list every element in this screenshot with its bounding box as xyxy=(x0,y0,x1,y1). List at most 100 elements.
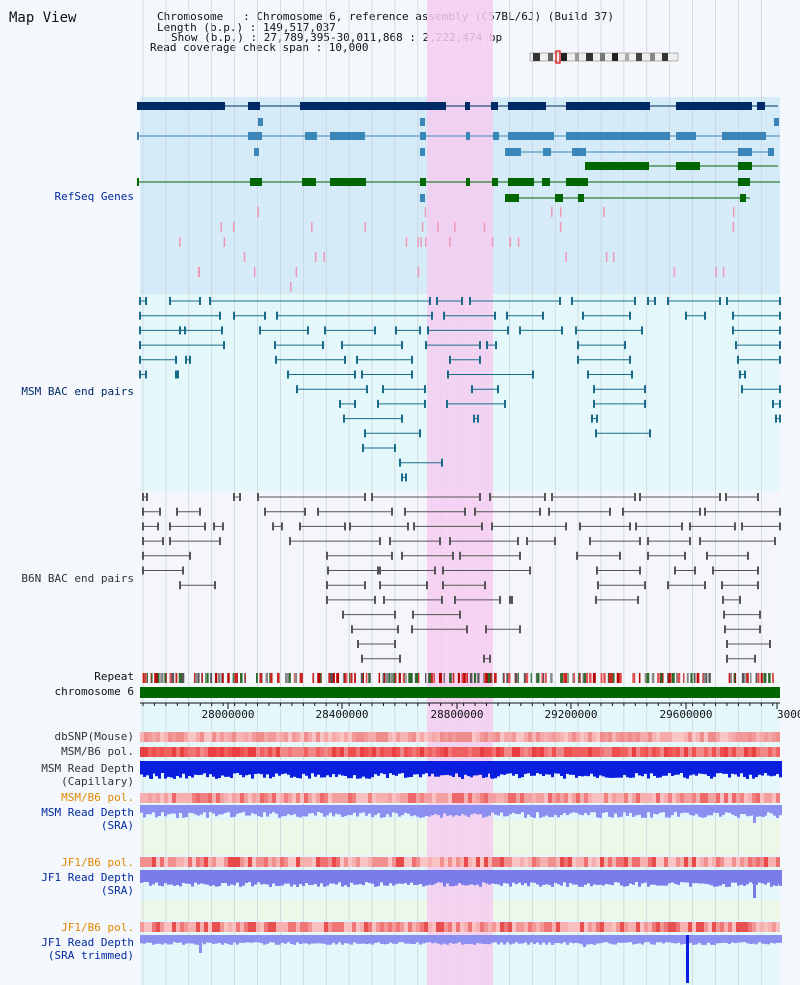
jf1-read-depth-label[interactable]: JF1 Read Depth xyxy=(41,871,134,884)
polymorphism-cell xyxy=(692,747,696,757)
b6n-bac-label[interactable]: B6N BAC end pairs xyxy=(21,572,134,585)
jf1-b6-pol-trimmed-label[interactable]: JF1/B6 pol. xyxy=(61,921,134,934)
msm-b6-pol-label[interactable]: MSM/B6 pol. xyxy=(61,745,134,758)
msm-bac-end-pairs-track[interactable] xyxy=(139,297,781,482)
read-depth-tracks[interactable] xyxy=(140,761,782,983)
polymorphism-cell xyxy=(200,922,204,932)
polymorphism-cell xyxy=(764,732,768,742)
polymorphism-cell xyxy=(512,732,516,742)
polymorphism-cell xyxy=(300,793,304,803)
polymorphism-cell xyxy=(264,732,268,742)
repeat-label[interactable]: Repeat xyxy=(94,670,134,683)
chromosome-ideogram[interactable] xyxy=(529,50,679,64)
read-depth-bar xyxy=(632,805,635,817)
polymorphism-cell xyxy=(268,732,272,742)
refseq-label[interactable]: RefSeq Genes xyxy=(54,190,134,203)
bac-pair-end xyxy=(219,311,221,320)
read-depth-bar xyxy=(344,935,347,944)
msm-read-depth-sra-label[interactable]: MSM Read Depth xyxy=(41,806,134,819)
polymorphism-cell xyxy=(636,922,640,932)
read-depth-bar xyxy=(698,761,701,774)
msm-read-depth-capillary-sub: (Capillary) xyxy=(61,775,134,788)
polymorphism-cell xyxy=(360,732,364,742)
read-depth-bar xyxy=(491,870,494,884)
read-depth-bar xyxy=(629,805,632,813)
refseq-genes-track[interactable] xyxy=(137,102,780,292)
read-depth-bar xyxy=(395,935,398,944)
read-depth-bar xyxy=(149,870,152,886)
chromosome-bar[interactable] xyxy=(140,687,780,698)
read-depth-bar xyxy=(470,870,473,885)
repeat-element xyxy=(572,673,574,683)
bac-pair-end xyxy=(442,566,444,575)
read-depth-bar xyxy=(758,761,761,775)
read-depth-bar xyxy=(287,870,290,884)
polymorphism-cell xyxy=(200,793,204,803)
msm-b6-pol-sra-label[interactable]: MSM/B6 pol. xyxy=(61,791,134,804)
read-depth-bar xyxy=(368,805,371,814)
bac-pair-end xyxy=(371,493,373,501)
chromosome-label[interactable]: chromosome 6 xyxy=(54,685,134,698)
msm-bac-label[interactable]: MSM BAC end pairs xyxy=(21,385,134,398)
repeat-element xyxy=(156,673,159,683)
polymorphism-cell xyxy=(480,922,484,932)
read-depth-bar xyxy=(479,870,482,887)
polymorphism-cell xyxy=(260,857,264,867)
read-depth-bar xyxy=(404,761,407,778)
repeat-element xyxy=(703,673,706,683)
polymorphism-cell xyxy=(224,747,228,757)
msm-read-depth-capillary-label[interactable]: MSM Read Depth xyxy=(41,762,134,775)
bac-pair-end xyxy=(769,640,771,648)
read-depth-bar xyxy=(524,805,527,818)
polymorphism-cell xyxy=(524,922,528,932)
bac-pair-end xyxy=(394,640,396,648)
highlighted-region[interactable] xyxy=(427,0,493,985)
read-depth-bar xyxy=(158,870,161,886)
read-depth-bar xyxy=(254,761,257,774)
repeat-element xyxy=(285,673,288,683)
polymorphism-cell xyxy=(620,857,624,867)
read-depth-bar xyxy=(182,870,185,884)
polymorphism-cell xyxy=(612,857,616,867)
read-depth-bar xyxy=(224,935,227,944)
polymorphism-cell xyxy=(728,793,732,803)
polymorphism-cell xyxy=(436,922,440,932)
bac-pair-end xyxy=(575,326,577,335)
read-depth-bar xyxy=(269,870,272,887)
polymorphism-cell xyxy=(340,922,344,932)
polymorphism-cell xyxy=(436,857,440,867)
read-depth-bar xyxy=(332,870,335,884)
gene-exon xyxy=(585,162,649,170)
polymorphism-cell xyxy=(260,793,264,803)
bac-pair-end xyxy=(354,370,356,379)
polymorphism-cell xyxy=(268,747,272,757)
polymorphism-cell xyxy=(716,747,720,757)
b6n-bac-end-pairs-track[interactable] xyxy=(142,493,781,663)
read-depth-bar xyxy=(176,870,179,886)
read-depth-bar xyxy=(692,805,695,816)
polymorphism-tracks[interactable] xyxy=(140,732,780,932)
repeat-element xyxy=(398,673,401,683)
polymorphism-cell xyxy=(324,732,328,742)
bac-pair-end xyxy=(759,625,761,634)
repeat-element xyxy=(477,673,480,683)
polymorphism-cell xyxy=(568,732,572,742)
dbsnp-label[interactable]: dbSNP(Mouse) xyxy=(54,730,134,743)
bac-pair-end xyxy=(779,297,781,305)
read-depth-bar xyxy=(278,761,281,776)
repeat-element xyxy=(669,673,672,683)
repeat-element xyxy=(564,673,568,683)
polymorphism-cell xyxy=(224,857,228,867)
read-depth-bar xyxy=(590,761,593,774)
polymorphism-cell xyxy=(392,793,396,803)
repeat-track[interactable] xyxy=(142,673,774,683)
bac-pair-end xyxy=(497,385,499,394)
read-depth-bar xyxy=(206,870,209,885)
jf1-b6-pol-label[interactable]: JF1/B6 pol. xyxy=(61,856,134,869)
jf1-read-depth-trimmed-label[interactable]: JF1 Read Depth xyxy=(41,936,134,949)
read-depth-bar xyxy=(470,805,473,815)
bac-pair-end xyxy=(449,355,451,364)
read-depth-bar xyxy=(233,761,236,774)
repeat-element xyxy=(227,673,230,683)
